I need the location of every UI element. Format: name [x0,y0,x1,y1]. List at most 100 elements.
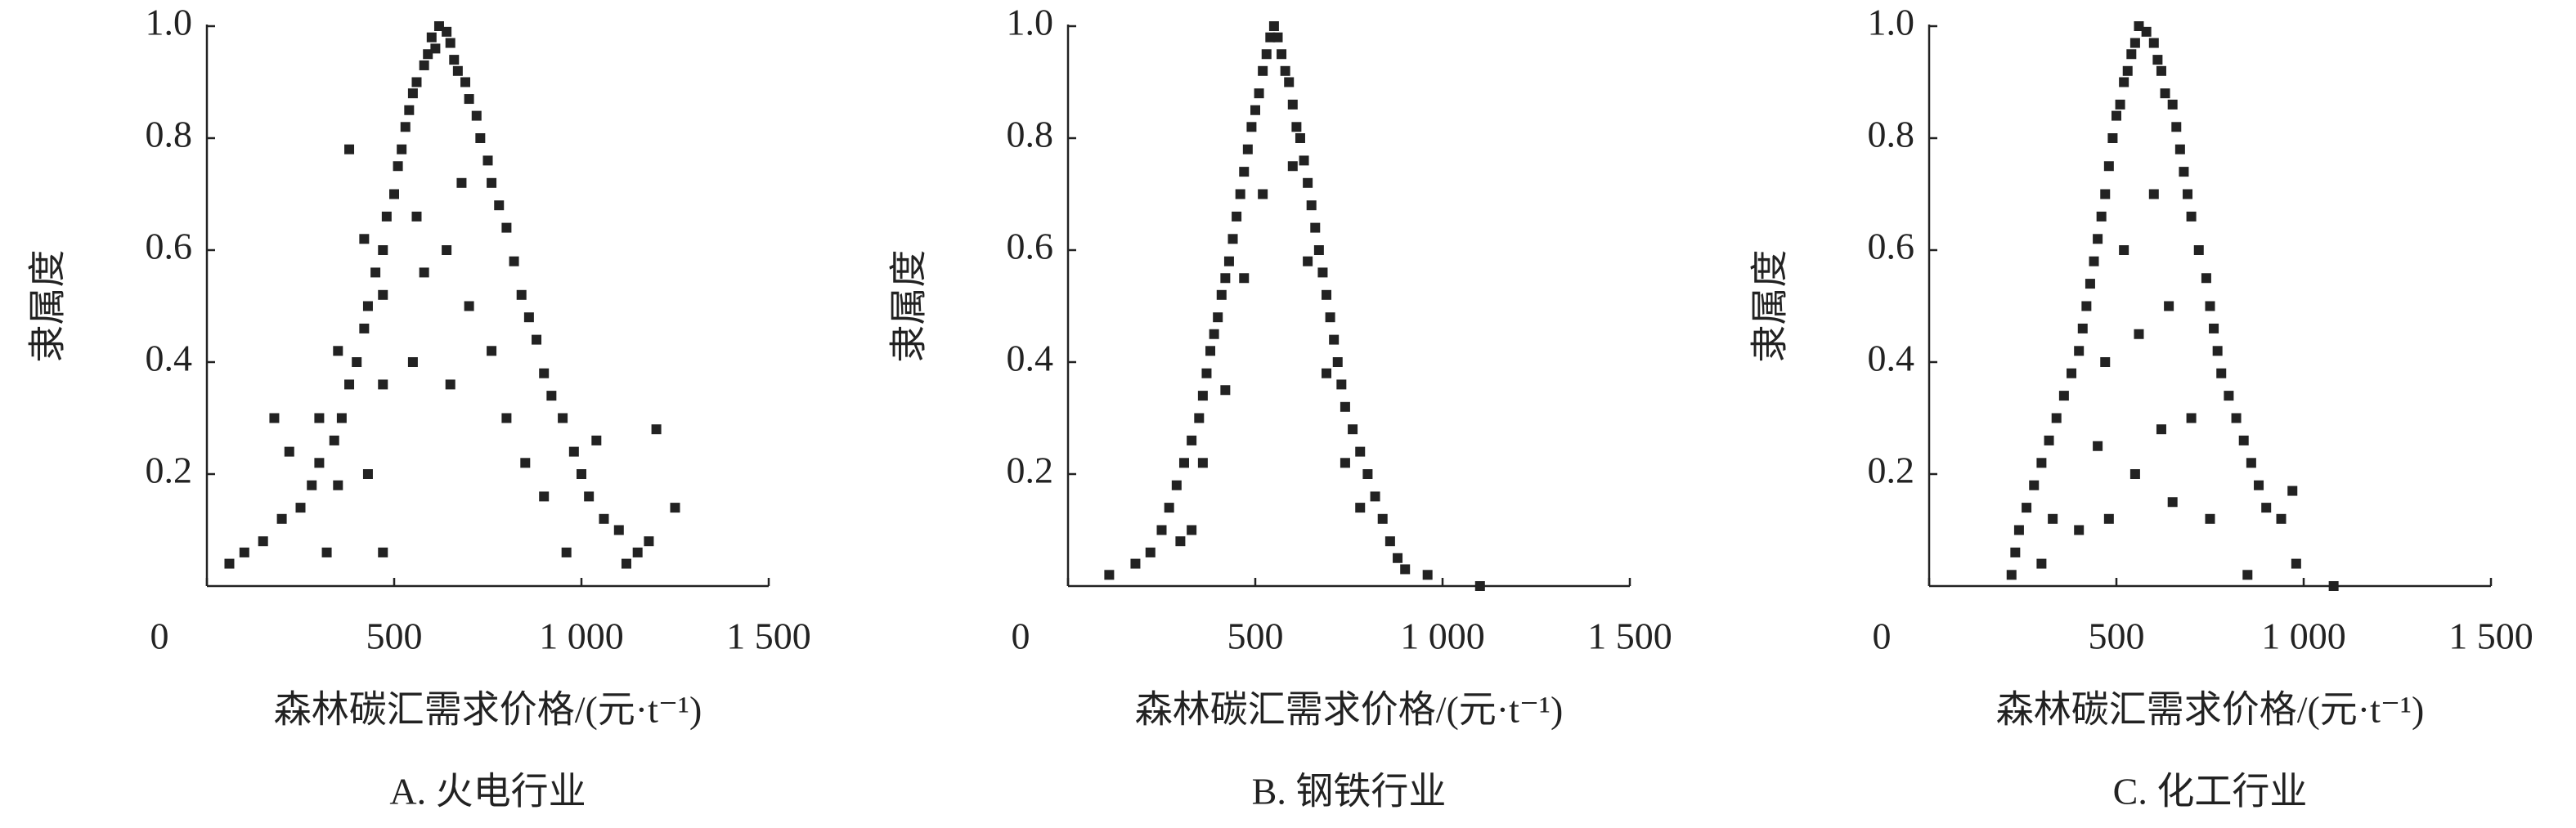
point [445,38,456,48]
point [2238,435,2249,445]
point [651,424,662,435]
point [269,413,280,423]
point [487,177,497,188]
point [378,245,388,255]
point [2209,323,2219,333]
point [2074,525,2085,535]
point [2103,513,2114,524]
point [2119,245,2129,255]
point [2051,413,2062,423]
point [2089,256,2099,266]
point [2096,211,2107,222]
point [546,391,557,401]
point [2006,570,2017,580]
point [2174,144,2185,154]
point [539,368,550,378]
point [523,312,534,323]
point [2036,558,2047,569]
point [475,133,486,143]
point [2242,570,2253,580]
point [520,458,531,468]
point [419,60,429,70]
point [532,334,542,345]
point [1280,65,1290,76]
point [2186,211,2197,222]
point [2134,21,2144,31]
point [426,32,437,43]
point [2291,558,2301,569]
point [449,55,460,65]
point [482,155,493,166]
point [333,346,343,356]
point [224,558,235,569]
point [393,161,403,172]
point [2164,301,2174,311]
point [1325,312,1335,323]
x-tick-label: 1 500 [726,615,811,657]
point [314,458,325,468]
point [539,491,550,502]
point [1258,65,1268,76]
point [445,379,456,390]
point [430,43,441,54]
point [295,503,306,513]
point [2115,99,2125,110]
point [464,94,474,105]
point [307,480,317,490]
point [1205,346,1216,356]
point [321,547,332,557]
point [2129,469,2140,479]
y-tick-label: 0.2 [146,450,193,491]
point [419,267,429,278]
point [1422,570,1433,580]
point [400,122,411,132]
point [487,346,497,356]
point [1277,49,1287,60]
point [1370,491,1380,502]
point [2179,167,2189,177]
point [1322,368,1332,378]
point [1340,458,1350,468]
x-tick-label: 1 500 [1587,615,1672,657]
point [2022,503,2032,513]
point [1329,334,1340,345]
point [1242,144,1253,154]
point [2201,273,2211,284]
x-tick-label: 1 500 [2448,615,2533,657]
point [2077,323,2088,333]
point [2058,391,2069,401]
point [1220,273,1231,284]
y-tick-label: 1.0 [1007,2,1054,43]
point [1261,49,1272,60]
point [2152,55,2163,65]
point [1474,581,1485,591]
point [460,77,471,87]
y-tick-label: 0.4 [146,338,193,379]
point [2254,480,2264,490]
point [2205,301,2215,311]
point [2093,441,2103,451]
point [381,211,392,222]
y-axis-title: 隶属度 [1749,250,1791,363]
point [2156,424,2166,435]
point [2148,38,2159,48]
point [2067,368,2077,378]
y-tick-label: 0.6 [1868,226,1915,267]
point [1303,177,1313,188]
y-tick-label: 1.0 [1868,2,1915,43]
point [577,469,586,479]
point [314,413,325,423]
point [1287,161,1298,172]
point [1187,525,1197,535]
point [2167,497,2178,508]
point [2134,329,2144,339]
point [584,491,595,502]
point [1362,469,1373,479]
point [1187,435,1197,445]
point [2183,189,2193,199]
y-axis-title: 隶属度 [27,250,69,363]
point [397,144,407,154]
point [1336,379,1347,390]
point [644,536,654,547]
point [370,267,381,278]
